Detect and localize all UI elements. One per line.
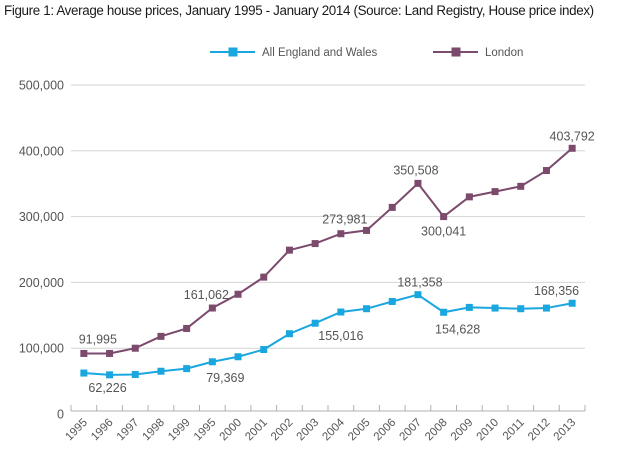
data-point	[568, 299, 576, 307]
data-point	[388, 203, 396, 211]
x-axis: 1995 1996 1997 1998 1999 1995 2000 2001 2002 2003…	[63, 405, 586, 444]
data-label: 350,508	[393, 163, 438, 177]
series-line	[83, 293, 573, 376]
chart-title: Figure 1: Average house prices, January …	[4, 3, 594, 18]
y-tick-label: 300,000	[19, 210, 64, 224]
series-england-wales	[80, 291, 576, 379]
data-point	[465, 303, 473, 311]
data-label: 91,995	[79, 332, 117, 346]
data-point	[183, 324, 191, 332]
data-point	[491, 188, 499, 196]
data-label: 168,356	[534, 284, 579, 298]
y-tick-label: 100,000	[19, 342, 64, 356]
y-axis: 0 100,000 200,000 300,000 400,000 500,000	[19, 79, 64, 422]
data-labels: 62,226 79,369 155,016 181,358 154,628 168,356…	[79, 129, 595, 395]
x-tick-label: 2007	[397, 417, 424, 444]
data-point	[80, 349, 88, 357]
data-point	[517, 182, 525, 190]
data-point	[234, 353, 242, 361]
data-point	[260, 273, 268, 281]
data-point	[465, 193, 473, 201]
data-point	[106, 371, 114, 379]
data-point	[285, 246, 293, 254]
series-london	[80, 144, 576, 357]
data-point	[542, 304, 550, 312]
x-tick-label: 2005	[346, 417, 373, 444]
data-point	[131, 371, 139, 379]
x-tick-label: 2000	[218, 417, 245, 444]
data-point	[208, 358, 216, 366]
data-point	[285, 330, 293, 338]
data-label: 273,981	[322, 213, 367, 227]
legend-label: London	[485, 47, 523, 59]
x-tick-label: 2008	[423, 417, 450, 444]
legend: All England and Wales London	[210, 47, 523, 59]
data-point	[157, 367, 165, 375]
x-tick-label: 2002	[269, 417, 296, 444]
x-tick-label: 1995	[192, 417, 219, 444]
y-tick-label: 0	[57, 408, 64, 422]
data-label: 62,226	[88, 381, 126, 395]
data-point	[414, 179, 422, 187]
data-label: 79,369	[206, 371, 244, 385]
x-tick-label: 1999	[166, 417, 193, 444]
legend-marker	[228, 47, 238, 57]
data-point	[363, 226, 371, 234]
data-point	[234, 290, 242, 298]
gridlines	[71, 84, 585, 349]
x-tick-label: 2009	[449, 417, 476, 444]
x-tick-label: 2003	[295, 417, 322, 444]
data-point	[388, 297, 396, 305]
y-tick-label: 200,000	[19, 276, 64, 290]
x-tick-label: 2011	[501, 417, 527, 443]
legend-label: All England and Wales	[262, 47, 378, 59]
x-tick-label: 2006	[372, 417, 399, 444]
data-point	[337, 308, 345, 316]
data-point	[131, 344, 139, 352]
legend-marker	[451, 47, 461, 57]
legend-item: All England and Wales	[210, 47, 378, 59]
data-label: 181,358	[397, 276, 442, 290]
data-point	[260, 346, 268, 354]
data-label: 154,628	[435, 322, 480, 336]
data-label: 161,062	[184, 288, 229, 302]
data-point	[491, 304, 499, 312]
data-point	[542, 167, 550, 175]
data-point	[440, 308, 448, 316]
x-tick-label: 2004	[320, 416, 347, 443]
x-tick-label: 2001	[243, 417, 270, 444]
legend-item: London	[433, 47, 523, 59]
x-tick-label: 1998	[140, 417, 167, 444]
data-point	[517, 305, 525, 313]
series-line	[83, 147, 573, 355]
data-point	[440, 213, 448, 221]
x-tick-label: 1996	[89, 417, 116, 444]
data-point	[568, 144, 576, 152]
x-tick-label: 2012	[526, 417, 553, 444]
data-point	[363, 305, 371, 313]
data-point	[80, 369, 88, 377]
data-point	[337, 230, 345, 238]
data-point	[183, 365, 191, 373]
x-tick-label: 1995	[63, 417, 90, 444]
data-point	[311, 319, 319, 327]
data-point	[311, 240, 319, 248]
x-tick-label: 2013	[552, 417, 579, 444]
data-label: 300,041	[421, 225, 466, 239]
data-point	[106, 349, 114, 357]
data-point	[208, 304, 216, 312]
data-label: 155,016	[318, 329, 363, 343]
y-tick-label: 500,000	[19, 79, 64, 93]
series-lines	[80, 144, 576, 379]
data-point	[157, 332, 165, 340]
data-label: 403,792	[550, 129, 595, 143]
x-tick-label: 1997	[115, 417, 142, 444]
x-tick-label: 2010	[475, 417, 502, 444]
y-tick-label: 400,000	[19, 144, 64, 158]
data-point	[414, 291, 422, 299]
